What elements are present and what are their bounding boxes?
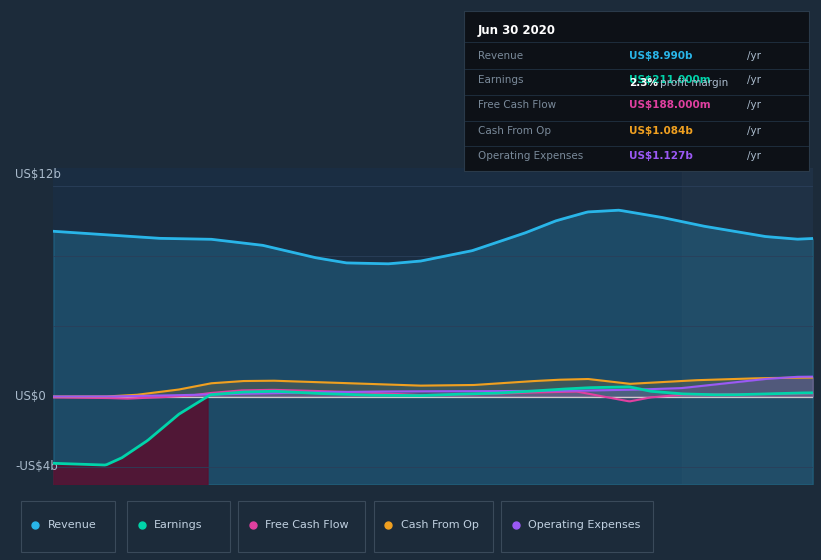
Text: /yr: /yr [746, 126, 760, 136]
Text: US$1.084b: US$1.084b [630, 126, 693, 136]
Text: /yr: /yr [746, 51, 760, 61]
FancyBboxPatch shape [501, 501, 653, 552]
Text: US$188.000m: US$188.000m [630, 100, 711, 110]
Text: Revenue: Revenue [48, 520, 96, 530]
Text: Earnings: Earnings [154, 520, 203, 530]
Text: -US$4b: -US$4b [16, 460, 58, 473]
Text: /yr: /yr [746, 151, 760, 161]
Text: US$211.000m: US$211.000m [630, 75, 711, 85]
Text: US$1.127b: US$1.127b [630, 151, 693, 161]
Text: /yr: /yr [746, 75, 760, 85]
Text: Revenue: Revenue [478, 51, 523, 61]
Text: profit margin: profit margin [660, 78, 729, 88]
FancyBboxPatch shape [238, 501, 365, 552]
Text: Earnings: Earnings [478, 75, 523, 85]
Text: Operating Expenses: Operating Expenses [528, 520, 640, 530]
Text: Cash From Op: Cash From Op [478, 126, 551, 136]
Text: Free Cash Flow: Free Cash Flow [478, 100, 556, 110]
Text: Operating Expenses: Operating Expenses [478, 151, 583, 161]
Text: Free Cash Flow: Free Cash Flow [265, 520, 349, 530]
FancyBboxPatch shape [127, 501, 230, 552]
Text: US$12b: US$12b [16, 168, 62, 181]
FancyBboxPatch shape [21, 501, 115, 552]
Text: US$8.990b: US$8.990b [630, 51, 693, 61]
Text: Cash From Op: Cash From Op [401, 520, 479, 530]
Text: 2.3%: 2.3% [630, 78, 658, 88]
Text: /yr: /yr [746, 100, 760, 110]
Bar [682, 168, 813, 484]
Text: Jun 30 2020: Jun 30 2020 [478, 24, 556, 37]
Text: US$0: US$0 [16, 390, 46, 403]
FancyBboxPatch shape [374, 501, 493, 552]
